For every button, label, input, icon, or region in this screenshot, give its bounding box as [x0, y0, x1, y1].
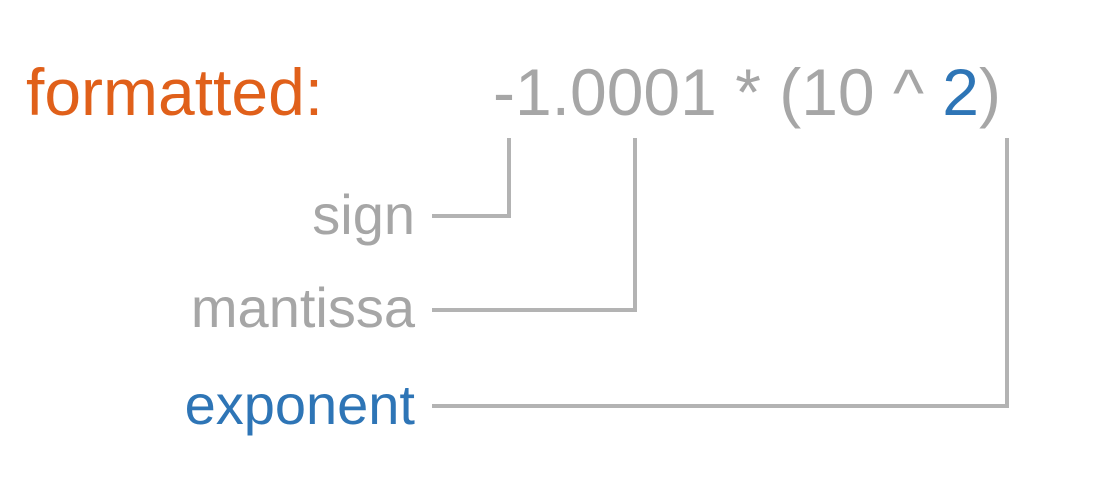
sign-connector: [432, 138, 511, 218]
multiply-text: * (: [716, 55, 802, 129]
exponent-label: exponent: [184, 373, 415, 436]
caret-text: ^: [874, 55, 943, 129]
exponent-digit: 2: [942, 55, 979, 129]
mantissa-label: mantissa: [190, 276, 415, 339]
base-text: 10: [801, 55, 875, 129]
exponent-connector: [432, 138, 1009, 408]
close-paren-text: ): [979, 55, 1001, 129]
formatted-expression: -1.0001 * (10 ^ 2): [493, 52, 1001, 132]
sign-and-mantissa-text: -1.0001: [493, 55, 717, 129]
sign-label: sign: [312, 183, 415, 246]
mantissa-connector: [432, 138, 637, 312]
formatted-label: formatted:: [26, 55, 324, 129]
